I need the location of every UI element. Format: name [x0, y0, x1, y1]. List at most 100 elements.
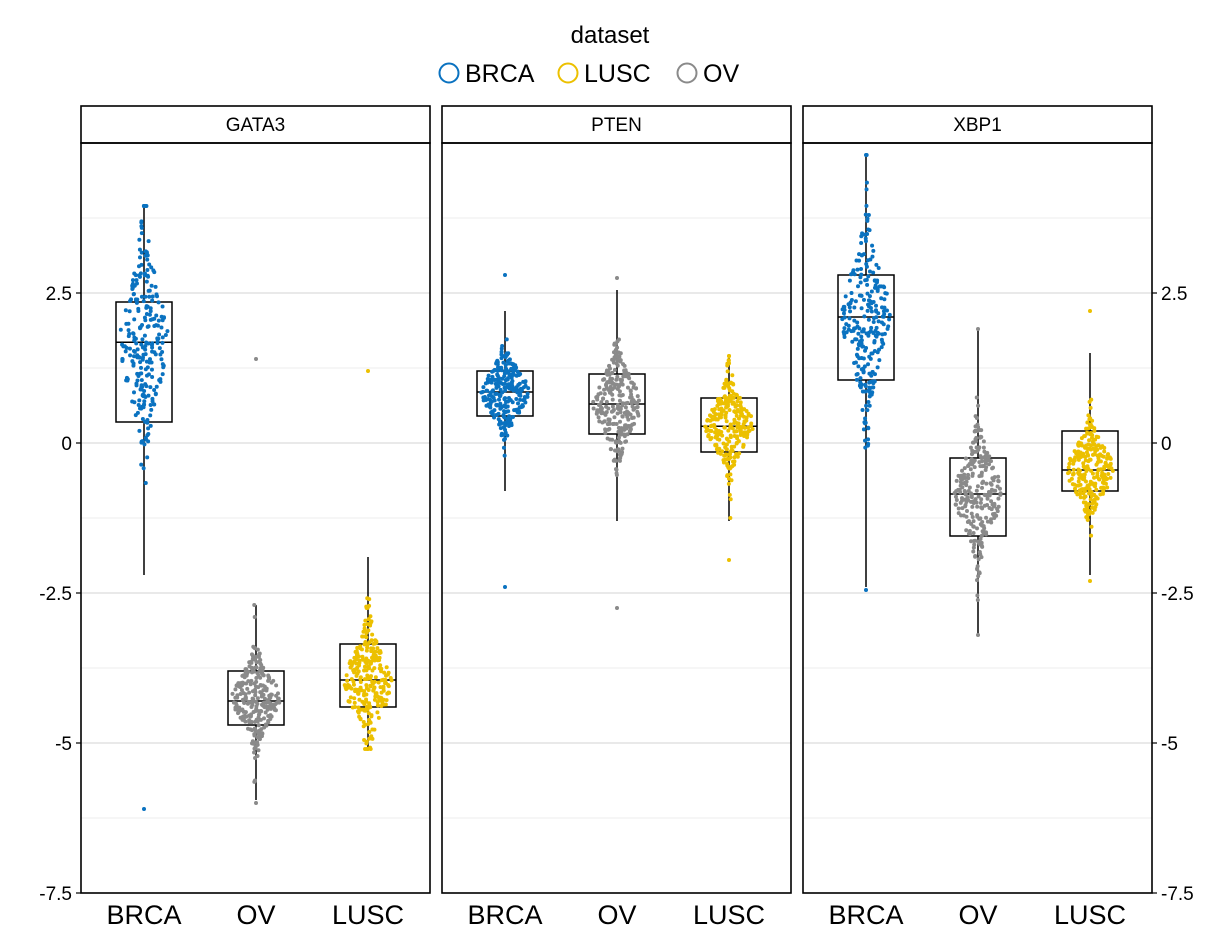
data-point	[732, 409, 737, 414]
data-point	[855, 267, 860, 272]
data-point	[149, 407, 154, 412]
data-point	[1071, 467, 1076, 472]
data-point	[864, 403, 869, 408]
data-point	[1094, 462, 1099, 467]
data-point	[137, 247, 142, 252]
legend-label-lusc: LUSC	[584, 60, 651, 88]
data-point	[255, 696, 260, 701]
data-point	[876, 265, 881, 270]
data-point	[154, 384, 159, 389]
legend-label-ov: OV	[703, 60, 739, 88]
data-point	[252, 681, 257, 686]
data-point	[959, 513, 964, 518]
outlier-point	[727, 558, 731, 562]
data-point	[617, 354, 622, 359]
data-point	[243, 695, 248, 700]
data-point	[982, 526, 987, 531]
data-point	[146, 324, 151, 329]
data-point	[869, 301, 874, 306]
data-point	[137, 237, 142, 242]
points-gata3-lusc	[342, 369, 394, 751]
data-point	[1087, 417, 1092, 422]
data-point	[879, 345, 884, 350]
data-point	[976, 403, 981, 408]
data-point	[234, 707, 239, 712]
data-point	[602, 411, 607, 416]
data-point	[730, 373, 735, 378]
data-point	[243, 710, 248, 715]
data-point	[868, 380, 873, 385]
data-point	[139, 250, 144, 255]
data-point	[522, 395, 527, 400]
data-point	[1096, 435, 1101, 440]
data-point	[375, 700, 380, 705]
data-point	[875, 365, 880, 370]
data-point	[869, 289, 874, 294]
data-point	[620, 446, 625, 451]
data-point	[385, 691, 390, 696]
data-point	[742, 420, 747, 425]
data-point	[703, 424, 708, 429]
data-point	[492, 415, 497, 420]
data-point	[992, 513, 997, 518]
data-point	[264, 686, 269, 691]
data-point	[620, 382, 625, 387]
data-point	[141, 393, 146, 398]
data-point	[370, 632, 375, 637]
data-point	[1071, 471, 1076, 476]
data-point	[128, 299, 133, 304]
data-point	[135, 355, 140, 360]
data-point	[970, 473, 975, 478]
data-point	[956, 506, 961, 511]
group-gata3-ov	[227, 357, 285, 805]
data-point	[865, 408, 870, 413]
data-point	[866, 274, 871, 279]
data-point	[986, 489, 991, 494]
data-point	[147, 357, 152, 362]
data-point	[964, 479, 969, 484]
data-point	[974, 449, 979, 454]
data-point	[974, 488, 979, 493]
strip-label-gata3: GATA3	[226, 115, 285, 136]
data-point	[1067, 461, 1072, 466]
y-tick-label-right: -7.5	[1161, 884, 1194, 905]
data-point	[135, 378, 140, 383]
data-point	[727, 465, 732, 470]
data-point	[843, 294, 848, 299]
data-point	[975, 484, 980, 489]
data-point	[356, 705, 361, 710]
data-point	[722, 453, 727, 458]
data-point	[503, 399, 508, 404]
data-point	[361, 629, 366, 634]
data-point	[490, 369, 495, 374]
data-point	[857, 326, 862, 331]
data-point	[970, 504, 975, 509]
data-point	[249, 719, 254, 724]
data-point	[851, 268, 856, 273]
data-point	[858, 280, 863, 285]
data-point	[863, 438, 868, 443]
data-point	[704, 429, 709, 434]
data-point	[727, 399, 732, 404]
data-point	[987, 462, 992, 467]
data-point	[866, 212, 871, 217]
data-point	[1089, 443, 1094, 448]
data-point	[148, 402, 153, 407]
data-point	[244, 714, 249, 719]
data-point	[148, 385, 153, 390]
data-point	[362, 622, 367, 627]
data-point	[369, 714, 374, 719]
data-point	[499, 349, 504, 354]
strip-label-xbp1: XBP1	[953, 115, 1002, 136]
x-tick-label-xbp1-lusc: LUSC	[1054, 900, 1126, 930]
y-tick-label-left: -2.5	[39, 584, 72, 605]
data-point	[625, 414, 630, 419]
data-point	[879, 320, 884, 325]
data-point	[145, 433, 150, 438]
data-point	[365, 596, 370, 601]
data-point	[364, 705, 369, 710]
data-point	[139, 365, 144, 370]
data-point	[846, 327, 851, 332]
data-point	[614, 361, 619, 366]
points-gata3-brca	[118, 204, 170, 811]
